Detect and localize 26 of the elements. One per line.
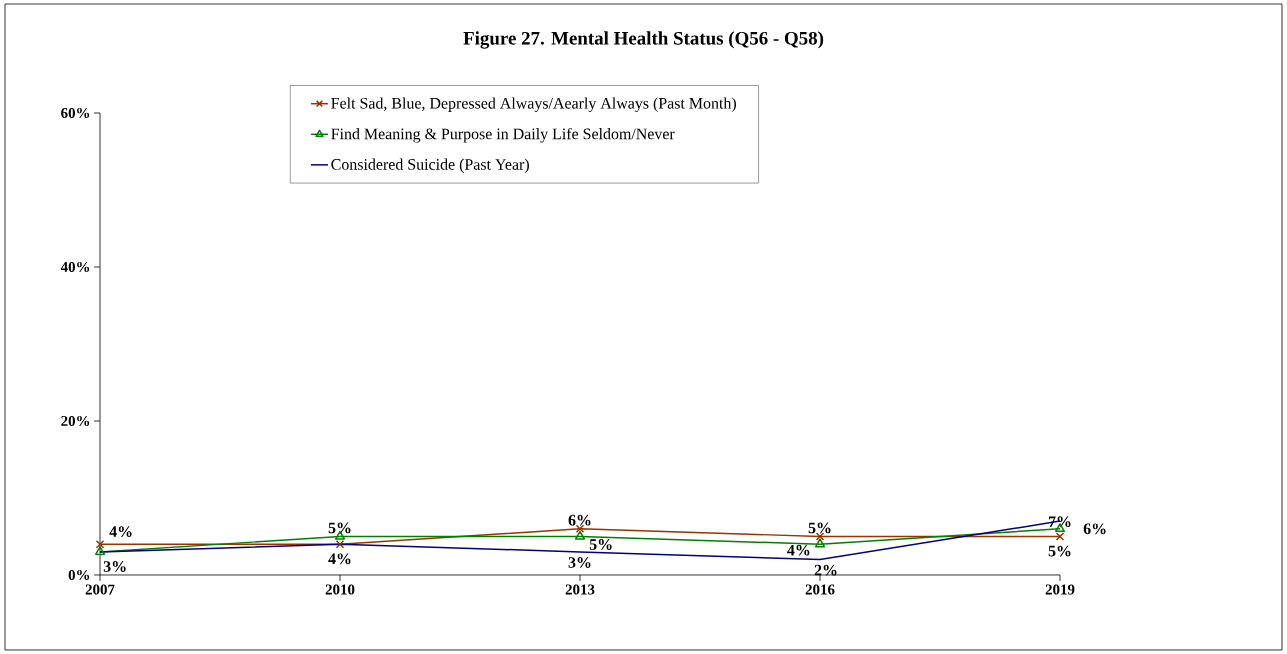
- data-label: 6%: [1083, 523, 1106, 535]
- data-label: 5%: [1048, 545, 1071, 557]
- x-tick-label: 2013: [565, 584, 595, 595]
- y-tick-label: 40%: [60, 261, 90, 273]
- legend-label: Considered Suicide (Past Year): [331, 158, 529, 174]
- data-label: 7%: [1048, 516, 1071, 528]
- data-label: 2%: [814, 564, 837, 576]
- x-tick-label: 2019: [1045, 584, 1075, 595]
- data-label: 6%: [568, 514, 591, 526]
- data-label: 4%: [328, 553, 351, 565]
- data-label: 5%: [589, 539, 612, 550]
- legend-label: Felt Sad, Blue, Depressed Always/Aearly Always (Past Month): [331, 97, 736, 112]
- data-label: 4%: [787, 544, 810, 556]
- x-tick-label: 2016: [805, 584, 835, 595]
- y-tick-label: 0%: [68, 569, 90, 581]
- data-label: 4%: [109, 526, 132, 537]
- data-label: 3%: [103, 561, 126, 572]
- chart-title: Figure 27. Mental Health Status (Q56 - Q58): [463, 31, 824, 49]
- data-label: 3%: [568, 557, 591, 568]
- legend-label: Find Meaning & Purpose in Daily Life Seldom/Never: [331, 127, 675, 143]
- y-tick-label: 20%: [61, 415, 90, 427]
- data-label: 5%: [328, 522, 351, 534]
- x-tick-label: 2007: [85, 584, 115, 595]
- y-tick-label: 60%: [61, 107, 90, 119]
- x-tick-label: 2010: [325, 584, 355, 595]
- data-label: 5%: [808, 522, 831, 534]
